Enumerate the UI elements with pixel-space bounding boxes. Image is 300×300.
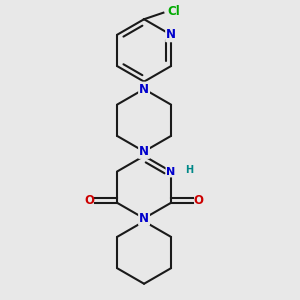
Text: O: O [85, 194, 95, 207]
Text: Cl: Cl [167, 5, 180, 18]
Text: N: N [139, 82, 149, 96]
Text: H: H [185, 165, 194, 176]
Text: N: N [166, 28, 176, 41]
Text: O: O [194, 194, 203, 207]
Text: N: N [139, 212, 149, 225]
Text: N: N [139, 145, 149, 158]
Text: N: N [167, 167, 176, 176]
